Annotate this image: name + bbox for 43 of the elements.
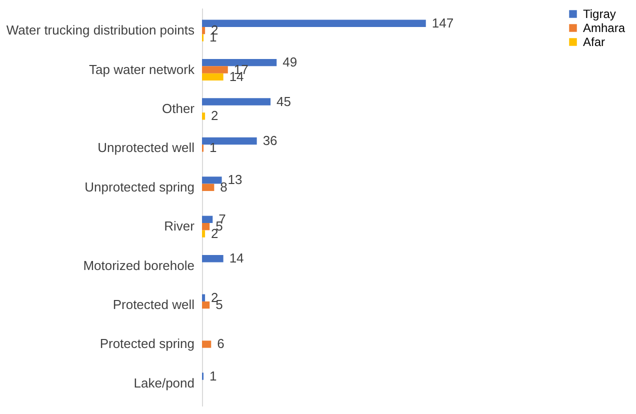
- bar: [202, 26, 206, 34]
- data-label: 1: [210, 140, 217, 156]
- bar: [202, 58, 277, 66]
- bar: [202, 230, 206, 238]
- data-label: 13: [228, 172, 242, 188]
- data-label: 6: [217, 336, 224, 352]
- y-tick-label: Tap water network: [89, 62, 195, 77]
- data-label: 2: [211, 108, 218, 124]
- data-label: 147: [432, 15, 454, 30]
- legend-label: Tigray: [583, 7, 616, 21]
- bar: [202, 112, 206, 120]
- bar: [202, 301, 210, 309]
- bar: [202, 255, 224, 262]
- bar: [202, 66, 228, 74]
- data-label: 8: [220, 179, 228, 194]
- y-tick-label: Protected well: [112, 297, 195, 312]
- bar: [202, 176, 222, 184]
- y-tick-label: Water trucking distribution points: [6, 22, 195, 38]
- bar: [202, 73, 224, 81]
- bar: [202, 137, 257, 145]
- data-label: 49: [282, 54, 298, 70]
- data-label: 14: [229, 250, 244, 266]
- y-tick-label: Unprotected spring: [84, 179, 194, 194]
- data-label: 36: [262, 132, 278, 148]
- y-tick-label: Lake/pond: [134, 375, 194, 390]
- bar: [202, 216, 213, 224]
- bar: [202, 184, 214, 191]
- legend-label: Afar: [583, 35, 606, 49]
- bar: [202, 294, 206, 302]
- data-label: 1: [210, 368, 217, 384]
- y-tick-label: Unprotected well: [98, 140, 195, 156]
- data-label: 5: [216, 297, 223, 312]
- data-label: 2: [211, 226, 218, 241]
- y-tick-label: Other: [162, 100, 196, 116]
- bar: [202, 223, 210, 230]
- bar: [202, 20, 426, 27]
- bar: [202, 98, 271, 106]
- data-label: 45: [276, 94, 291, 109]
- y-tick-label: River: [164, 218, 196, 234]
- legend-label: Amhara: [583, 21, 626, 35]
- y-tick-label: Protected spring: [100, 336, 194, 352]
- bar: [202, 340, 212, 348]
- y-tick-label: Motorized borehole: [83, 258, 194, 273]
